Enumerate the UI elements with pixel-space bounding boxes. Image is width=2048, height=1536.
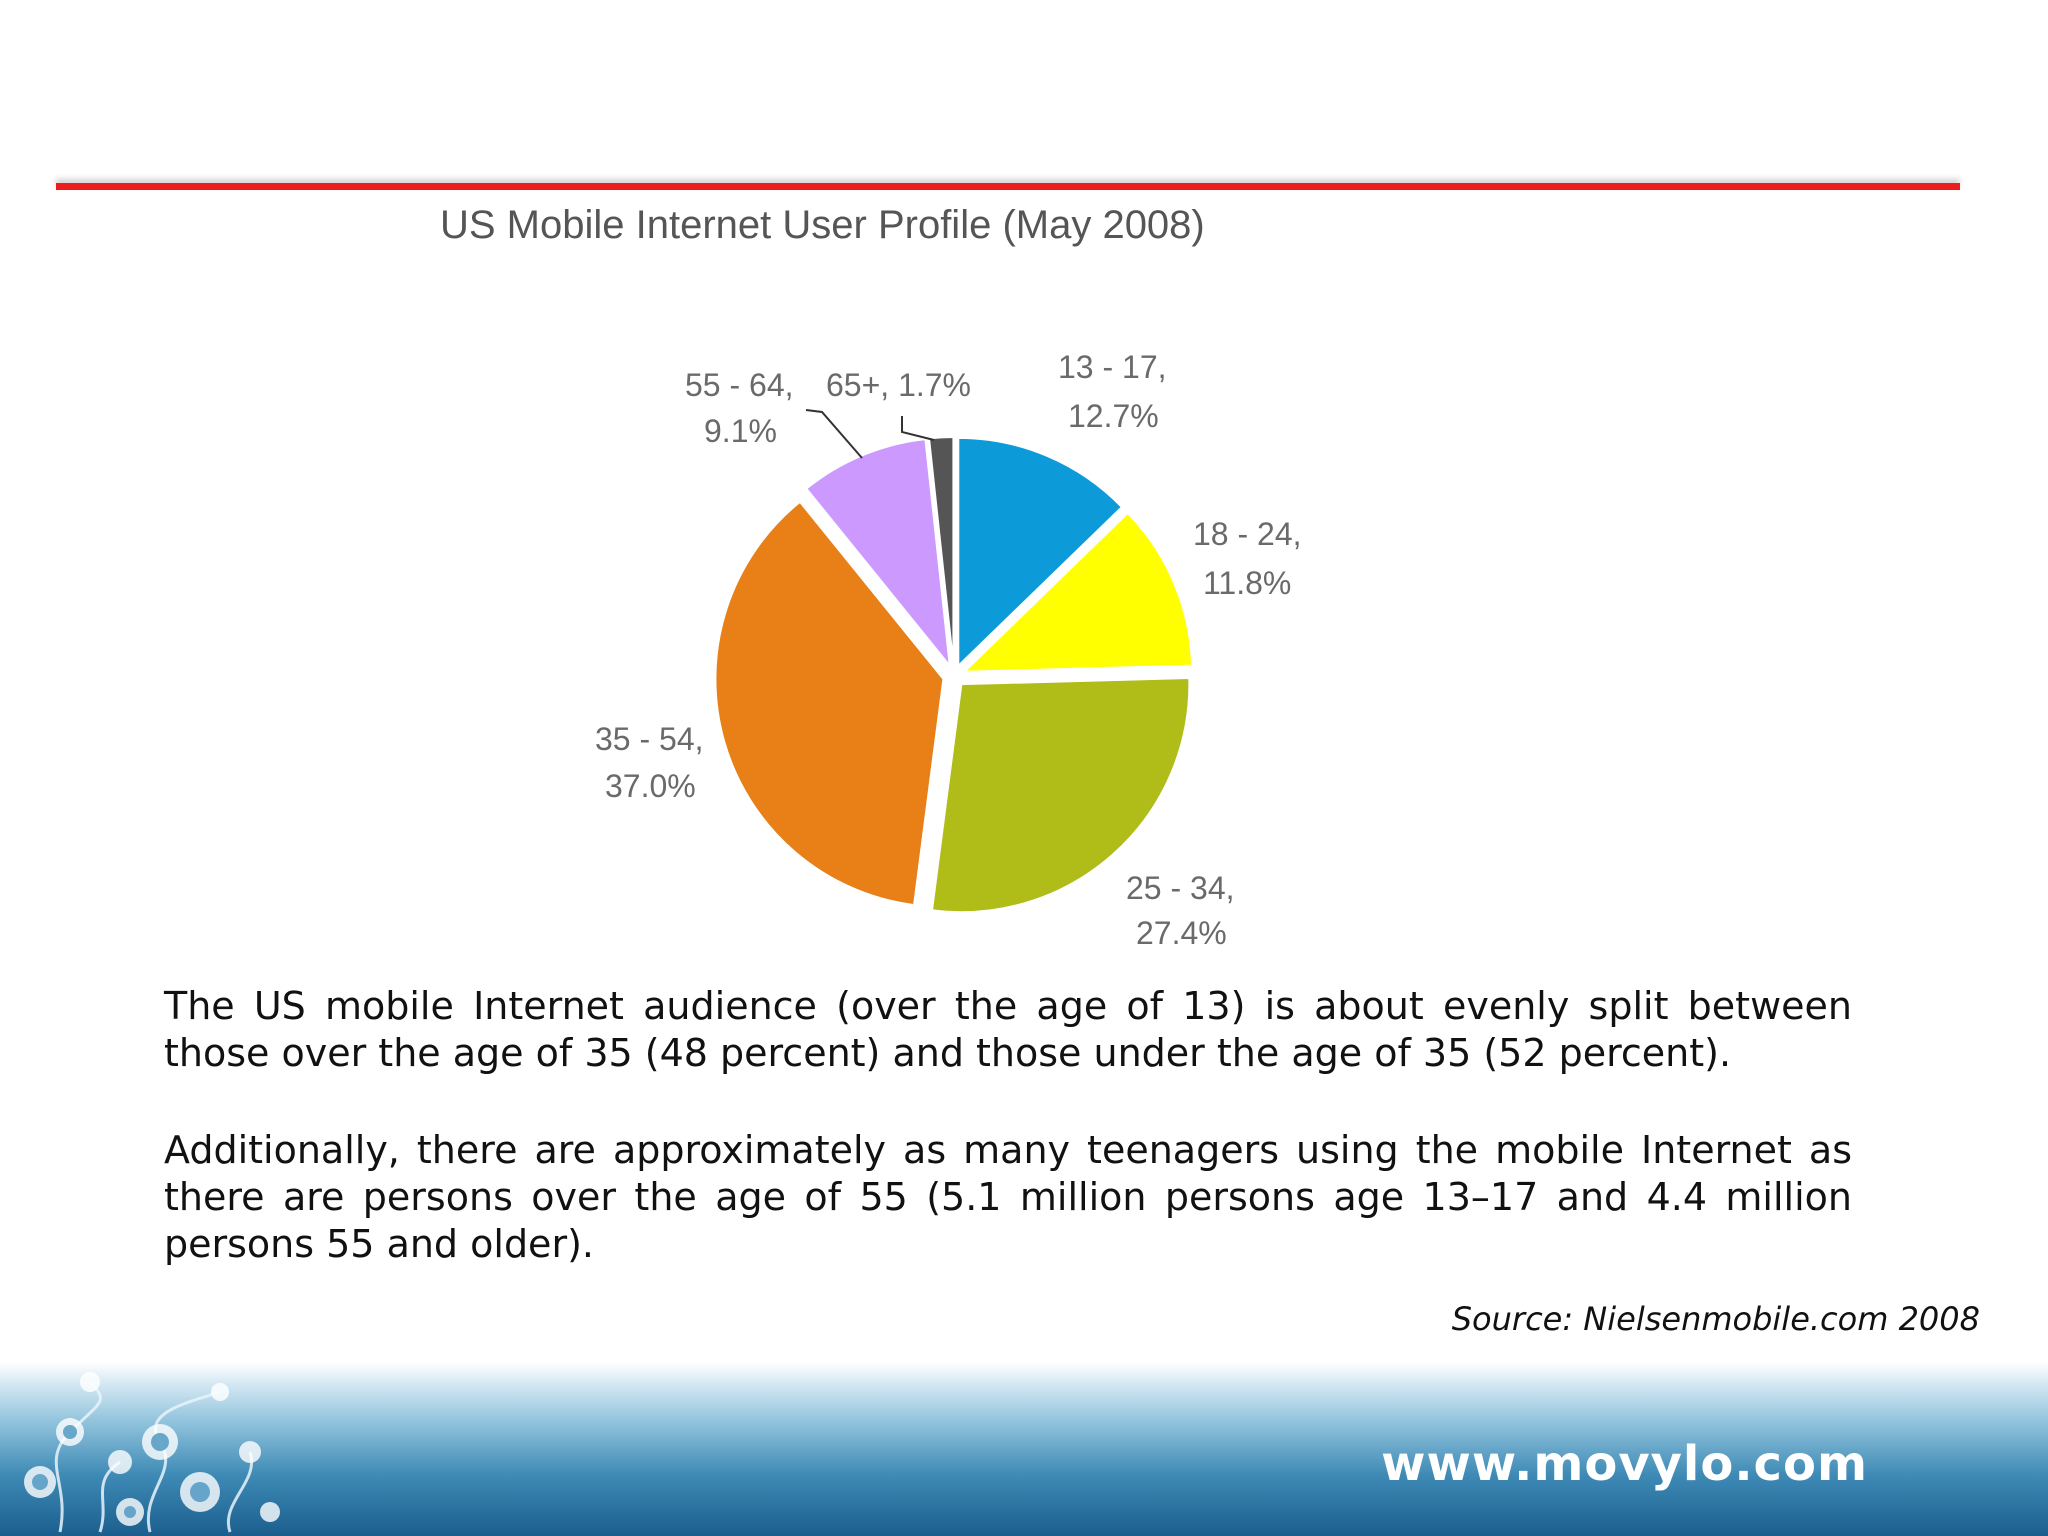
- leader-line-65plus: [901, 416, 935, 441]
- slice-label-55-64: 55 - 64,: [685, 367, 794, 403]
- slice-label-18-24: 18 - 24,: [1193, 516, 1302, 552]
- decorative-bubbles-icon: [24, 1372, 280, 1533]
- slice-value-25-34: 27.4%: [1136, 915, 1227, 951]
- slice-value-18-24: 11.8%: [1203, 565, 1291, 601]
- slice-label-65plus: 65+, 1.7%: [826, 367, 971, 403]
- detail-paragraph: Additionally, there are approximately as…: [164, 1128, 1852, 1266]
- pie-slice-1: [961, 511, 1194, 673]
- leader-lines: [805, 409, 935, 459]
- chart-title: US Mobile Internet User Profile (May 200…: [440, 203, 1205, 247]
- slice-label-35-54: 35 - 54,: [595, 721, 704, 757]
- pie-slices: [714, 436, 1194, 914]
- pie-chart: US Mobile Internet User Profile (May 200…: [440, 203, 1302, 951]
- summary-paragraph: The US mobile Internet audience (over th…: [164, 984, 1852, 1075]
- slice-label-13-17: 13 - 17,: [1058, 349, 1167, 385]
- leader-line-55-64: [805, 409, 863, 459]
- pie-slice-0: [957, 436, 1124, 669]
- footer-band: [0, 1362, 2048, 1536]
- header-rule: [56, 183, 1960, 190]
- pie-slice-4: [804, 438, 952, 670]
- footer-url: www.movylo.com: [1381, 1436, 1868, 1492]
- slice-value-35-54: 37.0%: [605, 768, 696, 804]
- slice-label-25-34: 25 - 34,: [1126, 870, 1235, 906]
- slice-value-13-17: 12.7%: [1068, 398, 1159, 434]
- slice-value-55-64: 9.1%: [704, 413, 777, 449]
- pie-slice-2: [930, 677, 1191, 914]
- slice-labels: 13 - 17, 12.7% 18 - 24, 11.8% 25 - 34, 2…: [595, 349, 1302, 951]
- source-note: Source: Nielsenmobile.com 2008: [1451, 1300, 1980, 1338]
- pie-slice-3: [714, 500, 945, 907]
